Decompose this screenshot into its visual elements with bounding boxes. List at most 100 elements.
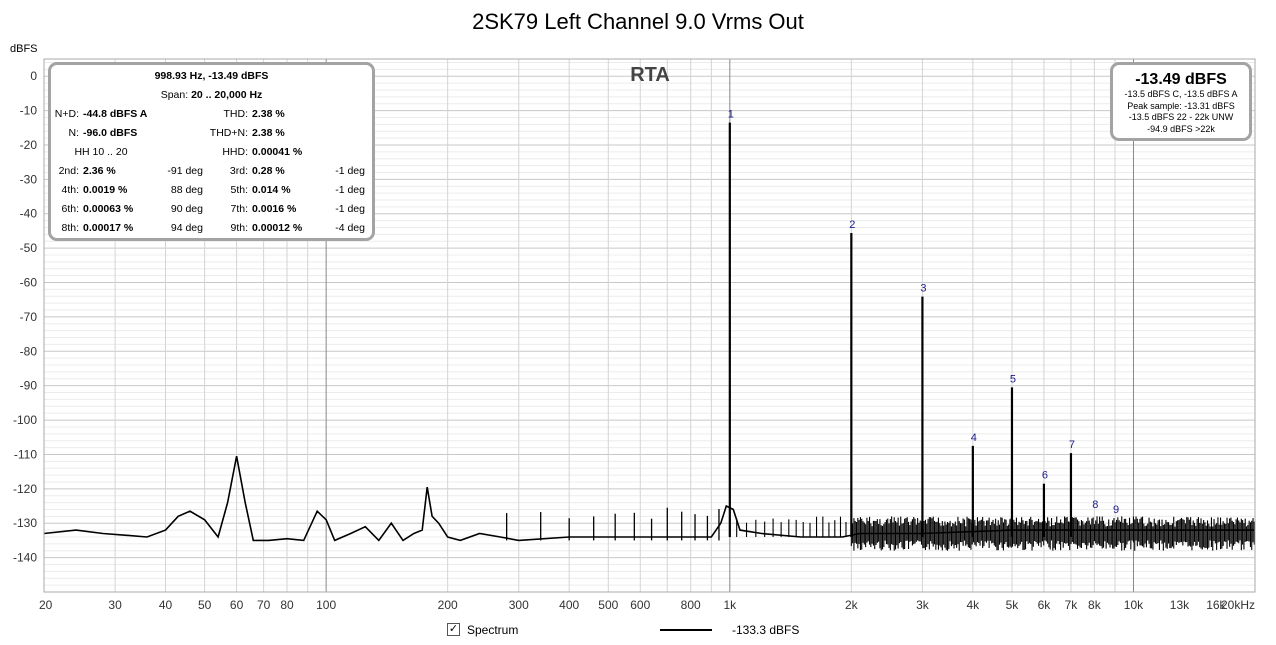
harmonic-label: 7 [1069, 439, 1075, 451]
level-panel[interactable]: -13.49 dBFS -13.5 dBFS C, -13.5 dBFS A P… [1110, 62, 1252, 141]
h7-phase: -1 deg [335, 203, 365, 215]
level-main: -13.49 dBFS [1135, 71, 1227, 88]
x-tick-label: 60 [230, 598, 244, 612]
harmonic-label: 6 [1042, 470, 1048, 482]
thdn-value: 2.38 % [252, 127, 285, 139]
level-line-2: Peak sample: -13.31 dBFS [1127, 100, 1235, 111]
x-tick-label: 40 [159, 598, 173, 612]
harmonic-label: 9 [1113, 504, 1119, 516]
spectrum-checkbox[interactable]: ✓ [447, 623, 460, 636]
thd-value: 2.38 % [252, 108, 285, 120]
noise-floor [506, 507, 1255, 551]
h6-phase: 90 deg [170, 203, 203, 215]
y-axis-ticks: 0 -10 -20 -30 -40 -50 -60 -70 -80 -90 -100 -110 -120… [13, 69, 37, 564]
y-tick-label: -60 [20, 276, 38, 290]
h9-value: 0.00012 % [252, 222, 303, 234]
legend: ✓ Spectrum -133.3 dBFS [0, 621, 1276, 641]
harmonic-label: 5 [1010, 373, 1016, 385]
level-line-1: -13.5 dBFS C, -13.5 dBFS A [1124, 89, 1238, 99]
legend-line-swatch [660, 629, 712, 631]
h8-label: 8th: [61, 222, 79, 234]
y-tick-label: -120 [13, 482, 37, 496]
x-tick-label: 7k [1065, 598, 1079, 612]
level-line-4: -94.9 dBFS >22k [1147, 123, 1215, 134]
x-tick-label: 3k [916, 598, 930, 612]
harmonic-label: 3 [920, 283, 926, 295]
y-axis-unit: dBFS [10, 43, 38, 55]
x-tick-label: 30 [108, 598, 122, 612]
legend-level: -133.3 dBFS [732, 623, 800, 637]
span-value: 20 .. 20,000 Hz [191, 89, 263, 101]
harmonic-label: 4 [971, 432, 977, 444]
harmonic-label: 1 [728, 109, 734, 121]
h3-phase: -1 deg [335, 165, 365, 177]
n-value: -96.0 dBFS [83, 127, 138, 139]
n-label: N: [68, 127, 80, 139]
y-tick-label: -50 [20, 241, 38, 255]
harmonic-peaks: 1 2 3 4 5 6 7 8 9 [728, 109, 1119, 537]
h2-phase: -91 deg [167, 165, 203, 177]
h3-label: 3rd: [229, 165, 248, 177]
y-tick-label: -80 [20, 344, 38, 358]
x-tick-label: 5k [1006, 598, 1020, 612]
hhd-value: 0.00041 % [252, 146, 303, 158]
x-tick-label: 500 [598, 598, 618, 612]
y-tick-label: -70 [20, 310, 38, 324]
x-tick-label: 4k [967, 598, 981, 612]
h2-value: 2.36 % [83, 165, 116, 177]
x-tick-label: 400 [559, 598, 579, 612]
thd-label: THD: [223, 108, 249, 120]
x-tick-label: 800 [681, 598, 701, 612]
x-tick-label: 100 [316, 598, 336, 612]
y-tick-label: -10 [20, 104, 38, 118]
x-tick-label: 300 [509, 598, 529, 612]
x-tick-label: 1k [723, 598, 737, 612]
h3-value: 0.28 % [252, 165, 285, 177]
y-tick-label: -90 [20, 379, 38, 393]
x-tick-label: 200 [438, 598, 458, 612]
plot-label: RTA [630, 64, 670, 86]
nd-value: -44.8 dBFS A [83, 108, 148, 120]
hh-range-label: HH 10 .. 20 [74, 146, 128, 158]
y-tick-label: -30 [20, 172, 38, 186]
h7-value: 0.0016 % [252, 203, 297, 215]
nd-label: N+D: [54, 108, 79, 120]
harmonic-label: 2 [849, 219, 855, 231]
harmonic-label: 8 [1092, 499, 1098, 511]
h4-phase: 88 deg [170, 184, 203, 196]
y-tick-label: -130 [13, 516, 37, 530]
y-tick-label: -110 [14, 447, 37, 461]
x-tick-label: 50 [198, 598, 212, 612]
h9-phase: -4 deg [335, 222, 365, 234]
h5-label: 5th: [230, 184, 248, 196]
h8-value: 0.00017 % [83, 222, 134, 234]
stats-header: 998.93 Hz, -13.49 dBFS [154, 70, 269, 82]
x-tick-label: 70 [257, 598, 271, 612]
x-tick-label: 600 [630, 598, 650, 612]
thdn-label: THD+N: [209, 127, 248, 139]
h9-label: 9th: [230, 222, 248, 234]
plot-frame [43, 58, 1256, 593]
h2-label: 2nd: [58, 165, 79, 177]
hhd-label: HHD: [222, 146, 248, 158]
y-tick-label: -100 [13, 413, 37, 427]
span-label: Span: [160, 89, 189, 101]
h4-value: 0.0019 % [83, 184, 128, 196]
spectrum-legend-label[interactable]: Spectrum [467, 623, 519, 637]
chart-title: 2SK79 Left Channel 9.0 Vrms Out [472, 9, 804, 34]
h8-phase: 94 deg [170, 222, 203, 234]
h6-label: 6th: [61, 203, 79, 215]
distortion-stats-panel[interactable]: 998.93 Hz, -13.49 dBFS Span: 20 .. 20,00… [48, 62, 375, 241]
h4-label: 4th: [61, 184, 79, 196]
x-tick-label: 6k [1038, 598, 1052, 612]
h6-value: 0.00063 % [83, 203, 134, 215]
y-tick-label: -20 [20, 138, 38, 152]
x-tick-label: 2k [845, 598, 859, 612]
h5-phase: -1 deg [335, 184, 365, 196]
x-tick-label: 13k [1170, 598, 1190, 612]
x-tick-label: 10k [1124, 598, 1144, 612]
y-tick-label: -40 [20, 207, 38, 221]
y-tick-label: -140 [13, 551, 37, 565]
y-tick-label: 0 [30, 69, 37, 83]
